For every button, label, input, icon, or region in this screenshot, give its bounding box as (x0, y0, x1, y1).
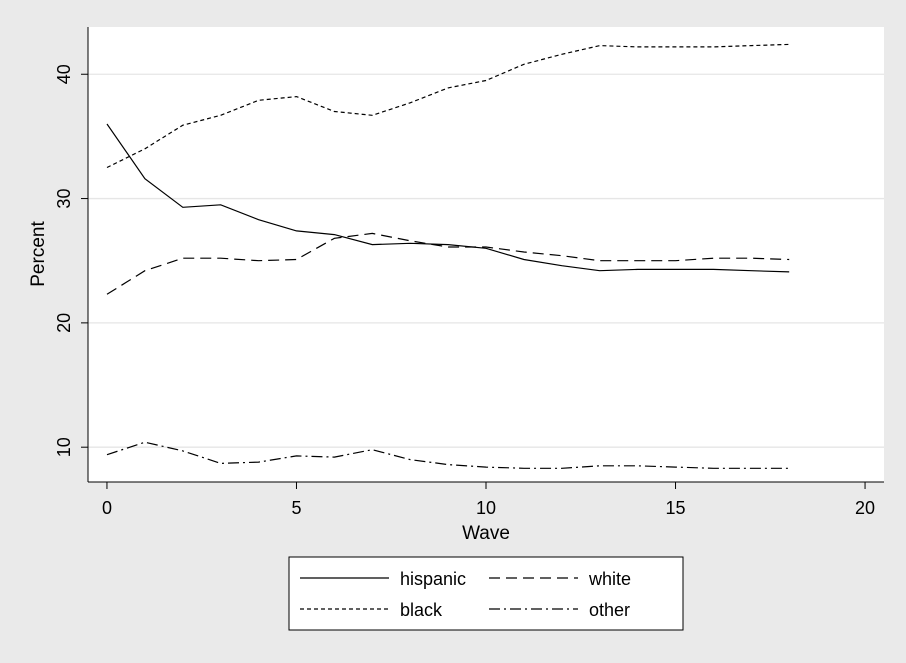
series-line-other (106, 441, 790, 469)
x-tick-label: 20 (855, 498, 875, 518)
y-tick-label: 10 (54, 437, 74, 457)
series-line-white (106, 232, 790, 295)
x-tick-label: 15 (666, 498, 686, 518)
legend-items: hispanic white black other (300, 569, 631, 620)
y-axis-ticks: 10 20 30 40 (54, 64, 88, 457)
x-tick-label: 5 (291, 498, 301, 518)
y-tick-label: 20 (54, 313, 74, 333)
y-tick-label: 30 (54, 189, 74, 209)
x-axis-title: Wave (462, 523, 510, 544)
legend-label-black: black (400, 600, 443, 620)
gridlines (88, 73, 884, 448)
series-lines (106, 43, 790, 469)
legend-label-other: other (589, 600, 630, 620)
legend: hispanic white black other (288, 556, 684, 631)
x-axis-ticks: 0 5 10 15 20 (102, 482, 875, 518)
y-tick-label: 40 (54, 64, 74, 84)
series-line-hispanic (106, 123, 790, 273)
x-tick-label: 10 (476, 498, 496, 518)
legend-box (288, 556, 684, 631)
legend-label-white: white (588, 569, 631, 589)
x-tick-label: 0 (102, 498, 112, 518)
series-line-black (106, 43, 790, 169)
y-axis-title: Percent (28, 221, 49, 287)
legend-label-hispanic: hispanic (400, 569, 466, 589)
plot-area (88, 27, 884, 482)
